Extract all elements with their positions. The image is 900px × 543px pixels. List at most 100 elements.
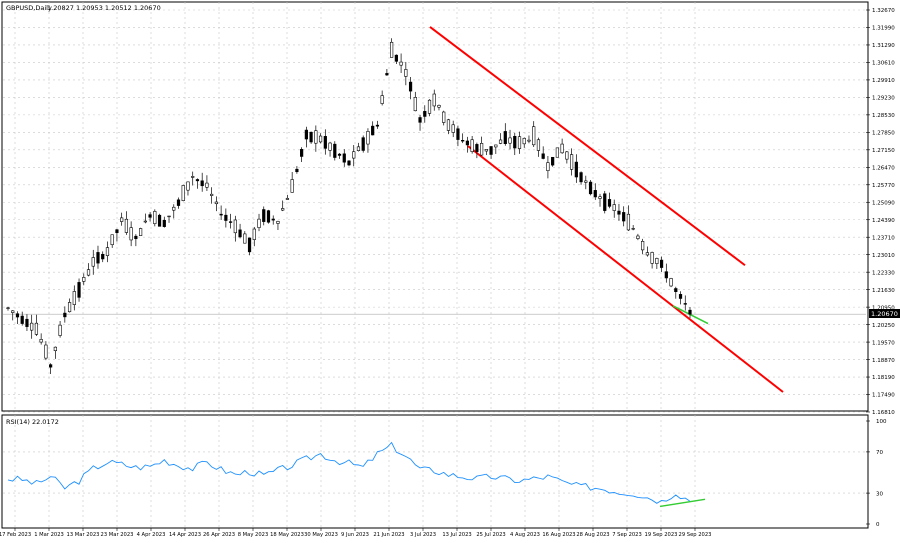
candle-body: [116, 230, 119, 233]
candle-body: [352, 152, 355, 158]
candle-body: [101, 254, 104, 259]
candle-body: [561, 144, 564, 153]
candle-body: [670, 278, 673, 286]
price-panel-frame: [2, 2, 868, 411]
candle-body: [244, 234, 247, 243]
candle-body: [54, 347, 57, 351]
candle-body: [457, 129, 460, 140]
y-tick-label: 1.20250: [872, 323, 895, 329]
candle-body: [130, 228, 133, 240]
candle-body: [82, 277, 85, 281]
candle-body: [158, 215, 161, 226]
candle-body: [210, 194, 213, 195]
candle-body: [277, 221, 280, 223]
candle-body: [513, 136, 516, 148]
y-tick-label: 1.25090: [872, 200, 895, 206]
candle-body: [480, 143, 483, 155]
candle-body: [343, 154, 346, 162]
candle-body: [187, 182, 190, 190]
candle-body: [73, 291, 76, 304]
y-tick-label: 1.16810: [872, 410, 895, 416]
candle-body: [248, 238, 251, 252]
candle-body: [499, 140, 502, 143]
candle-body: [7, 308, 10, 309]
x-tick-label: 30 May 2023: [304, 532, 338, 538]
y-tick-label: 1.32670: [872, 8, 895, 14]
date-x-axis: 17 Feb 2023 1 Mar 2023 13 Mar 2023 23 Mar 2…: [0, 528, 711, 538]
y-tick-label: 1.23710: [872, 235, 895, 241]
candle-body: [281, 208, 284, 210]
candle-body: [400, 62, 403, 65]
candle-body: [68, 302, 71, 311]
candle-body: [21, 316, 24, 323]
candle-body: [575, 162, 578, 177]
candle-body: [386, 73, 389, 75]
candle-body: [30, 323, 33, 330]
candle-body: [296, 169, 299, 172]
candle-body: [206, 183, 209, 187]
rsi-y-tick-label: 30: [876, 491, 883, 497]
rsi-title: RSI(14) 22.0172: [6, 418, 59, 426]
candle-body: [329, 143, 332, 150]
candle-body: [433, 94, 436, 106]
candle-body: [476, 144, 479, 151]
candle-body: [338, 154, 341, 155]
candle-body: [64, 313, 67, 317]
candle-body: [253, 229, 256, 240]
candle-body: [49, 365, 52, 368]
y-tick-label: 1.27150: [872, 148, 895, 154]
candle-body: [641, 241, 644, 250]
candle-body: [613, 205, 616, 211]
candle-body: [229, 222, 232, 223]
candle-body: [556, 148, 559, 157]
candle-body: [272, 219, 275, 220]
candle-body: [632, 228, 635, 229]
x-tick-label: 17 Feb 2023: [0, 532, 31, 538]
candle-body: [466, 141, 469, 145]
candle-body: [547, 163, 550, 171]
candle-body: [125, 219, 128, 232]
x-tick-label: 13 Mar 2023: [67, 532, 100, 538]
candle-body: [177, 200, 180, 206]
rsi-y-tick-label: 0: [876, 522, 880, 528]
candle-body: [144, 221, 147, 222]
candle-body: [419, 118, 422, 123]
rsi-panel-frame: [2, 415, 868, 528]
candle-body: [196, 179, 199, 180]
candle-body: [234, 220, 237, 233]
rsi-y-tick-label: 100: [876, 419, 887, 425]
candle-body: [120, 218, 123, 222]
candle-body: [35, 323, 38, 334]
candle-body: [542, 154, 545, 159]
candle-body: [371, 126, 374, 135]
candle-body: [26, 319, 29, 326]
candle-body: [594, 190, 597, 197]
candle-body: [528, 140, 531, 141]
candle-body: [300, 149, 303, 156]
candle-body: [376, 125, 379, 126]
candle-body: [622, 212, 625, 221]
candle-body: [139, 228, 142, 235]
y-tick-label: 1.28530: [872, 113, 895, 119]
candle-body: [239, 230, 242, 237]
candle-body: [11, 311, 14, 313]
x-tick-label: 18 May 2023: [270, 532, 304, 538]
x-tick-label: 26 Apr 2023: [203, 532, 235, 538]
x-tick-label: 1 Mar 2023: [34, 532, 64, 538]
candle-body: [220, 214, 223, 215]
candle-body: [603, 194, 606, 211]
candle-body: [471, 140, 474, 152]
x-tick-label: 14 Apr 2023: [169, 532, 201, 538]
candle-body: [485, 149, 488, 151]
candle-body: [291, 180, 294, 193]
candle-body: [315, 131, 318, 144]
candle-body: [438, 105, 441, 107]
x-tick-label: 16 Aug 2023: [542, 532, 575, 538]
y-tick-label: 1.31290: [872, 43, 895, 49]
candle-body: [87, 270, 90, 276]
candle-body: [674, 289, 677, 292]
candle-body: [532, 127, 535, 145]
candle-body: [381, 96, 384, 104]
candle-body: [111, 235, 114, 245]
y-tick-label: 1.23010: [872, 253, 895, 259]
